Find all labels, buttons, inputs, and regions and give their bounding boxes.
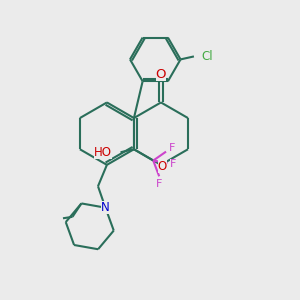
Text: HO: HO <box>94 146 112 159</box>
Text: Cl: Cl <box>201 50 213 63</box>
Text: O: O <box>156 68 166 81</box>
Text: F: F <box>170 158 177 169</box>
Text: N: N <box>101 201 110 214</box>
Text: F: F <box>156 179 162 189</box>
Text: O: O <box>158 160 167 173</box>
Text: N: N <box>101 201 110 214</box>
Text: F: F <box>169 143 175 153</box>
